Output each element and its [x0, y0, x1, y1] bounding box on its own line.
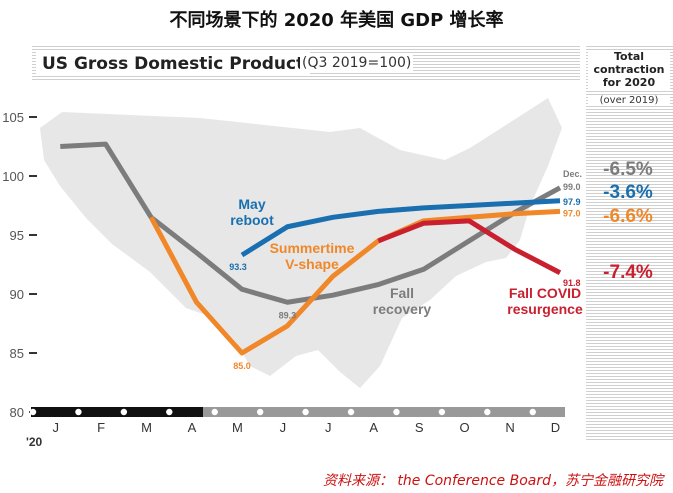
series-name-label: May — [238, 196, 265, 212]
series-name-label: Fall COVID — [509, 285, 581, 301]
data-label: 99.0 — [563, 182, 581, 192]
data-label: 93.3 — [229, 262, 247, 272]
x-axis: J F M A M J J A S O N D '20 — [26, 407, 565, 449]
x-axis-bar-projected — [203, 407, 565, 417]
x-tick-dot — [529, 408, 536, 416]
sidebar-title-line: Total — [613, 50, 645, 63]
data-label: 97.9 — [563, 197, 581, 207]
x-tick-label: D — [551, 420, 560, 435]
figure-header: 不同场景下的 2020 年美国 GDP 增长率 — [169, 10, 504, 31]
series-line — [148, 208, 561, 356]
x-tick-dot — [256, 408, 264, 416]
source-note: 资料来源： the Conference Board，苏宁金融研究院 — [322, 473, 663, 489]
y-tick-label: 80 — [10, 405, 24, 420]
x-tick-label: M — [141, 420, 152, 435]
contraction-value: -6.6% — [603, 206, 653, 227]
sidebar-title-line: contraction — [593, 63, 665, 76]
y-tick-label: 95 — [10, 228, 24, 243]
x-tick-dot — [302, 408, 309, 416]
x-tick-label: A — [188, 420, 197, 435]
x-tick-label: J — [325, 420, 332, 435]
sidebar-title: Total contraction for 2020 — [588, 50, 670, 89]
y-tick-label: 105 — [2, 110, 24, 125]
series-name-label: recovery — [373, 301, 432, 317]
y-tick-label: 100 — [2, 169, 24, 184]
series-name-label: Summertime — [270, 240, 355, 256]
contraction-sidebar — [586, 46, 673, 440]
x-tick-label: J — [52, 420, 59, 435]
x-tick-dot — [120, 408, 128, 416]
series-line — [240, 198, 561, 258]
contraction-value: -3.6% — [603, 182, 653, 203]
contraction-value: -6.5% — [603, 159, 653, 180]
x-tick-label: N — [505, 420, 514, 435]
x-tick-label: J — [280, 420, 287, 435]
contraction-value: -7.4% — [603, 262, 653, 283]
y-tick-label: 90 — [10, 287, 24, 302]
x-tick-dot — [393, 408, 400, 416]
data-label: 91.8 — [563, 278, 581, 288]
x-tick-label: F — [97, 420, 105, 435]
us-map-silhouette — [40, 98, 562, 388]
x-tick-dot — [29, 408, 37, 416]
x-tick-dot — [166, 408, 173, 416]
data-label: 85.0 — [233, 361, 251, 371]
series-line — [377, 218, 562, 275]
x-tick-dot — [484, 408, 491, 416]
data-label: 97.0 — [563, 208, 581, 218]
x-tick-dot — [75, 408, 82, 416]
y-axis: 80 85 90 95 100 105 — [2, 110, 37, 420]
chart-title: US Gross Domestic Product — [36, 52, 311, 76]
series-layer — [60, 141, 562, 356]
data-label: Dec. — [563, 169, 582, 179]
x-year-label: '20 — [26, 435, 43, 449]
x-tick-label: O — [460, 420, 470, 435]
y-tick-label: 85 — [10, 346, 24, 361]
x-tick-label: M — [232, 420, 243, 435]
x-tick-label: A — [369, 420, 378, 435]
series-name-label: resurgence — [507, 301, 583, 317]
x-axis-bar-actual — [31, 407, 203, 417]
x-tick-dot — [211, 408, 218, 416]
series-name-label: reboot — [230, 212, 274, 228]
x-tick-dot — [347, 408, 355, 416]
sidebar-note: (over 2019) — [588, 95, 670, 106]
data-label: 89.3 — [279, 310, 297, 320]
x-tick-label: S — [415, 420, 424, 435]
series-name-label: V-shape — [285, 256, 339, 272]
x-tick-dot — [438, 408, 446, 416]
series-name-label: Fall — [390, 285, 414, 301]
sidebar-title-line: for 2020 — [602, 76, 656, 89]
chart-subtitle: (Q3 2019=100) — [300, 55, 414, 71]
